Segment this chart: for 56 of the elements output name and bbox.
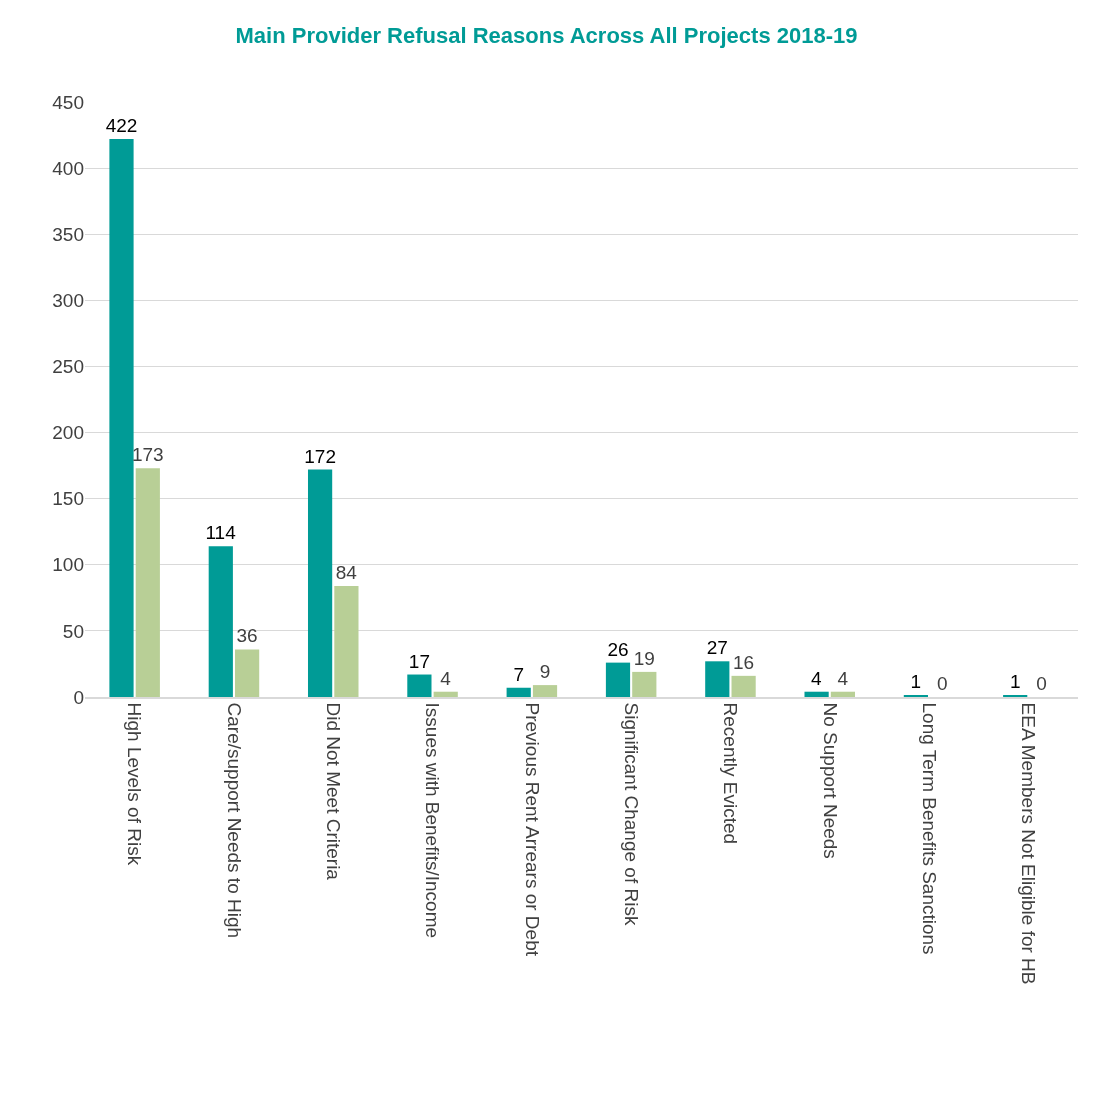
- x-tick-label: Long Term Benefits Sanctions: [918, 702, 940, 955]
- x-tick-label: Issues with Benefits/Income: [422, 702, 444, 939]
- data-label: 27: [706, 637, 728, 659]
- data-label: 36: [236, 625, 258, 647]
- bar: [135, 468, 160, 697]
- data-label: 4: [811, 667, 823, 689]
- y-tick-label: 50: [62, 620, 84, 642]
- bar: [208, 546, 233, 697]
- data-label: 19: [633, 647, 655, 669]
- x-tick-label: EEA Members Not Eligible for HB: [1018, 702, 1040, 985]
- bar: [407, 674, 432, 697]
- bar: [532, 685, 558, 697]
- y-tick-label: 100: [52, 554, 84, 576]
- x-tick-label: Recently Evicted: [720, 702, 742, 845]
- bar: [433, 691, 458, 697]
- bar: [235, 649, 260, 697]
- bar: [731, 675, 756, 697]
- data-label: 172: [304, 445, 336, 467]
- bar: [804, 691, 829, 697]
- data-label: 9: [539, 661, 551, 683]
- bar: [506, 687, 531, 697]
- bar: [632, 671, 657, 697]
- data-label: 26: [607, 638, 629, 660]
- bar: [307, 469, 333, 697]
- data-label: 0: [1036, 673, 1047, 694]
- y-tick-label: 0: [73, 686, 84, 708]
- data-label: 4: [837, 667, 849, 689]
- y-tick-label: 150: [52, 488, 84, 510]
- bar: [830, 691, 856, 697]
- data-label: 16: [733, 651, 755, 673]
- x-tick-label: Care/support Needs to High: [223, 702, 245, 939]
- bar: [605, 662, 631, 697]
- y-tick-label: 200: [52, 422, 84, 444]
- x-tick-label: No Support Needs: [819, 702, 841, 859]
- x-tick-label: High Levels of Risk: [124, 702, 146, 866]
- y-tick-label: 300: [52, 289, 84, 311]
- bar: [109, 139, 134, 697]
- x-tick-label: Significant Change of Risk: [620, 702, 642, 926]
- data-label: 7: [513, 663, 524, 685]
- data-label: 0: [936, 673, 948, 694]
- x-tick-label: Previous Rent Arrears or Debt: [521, 702, 543, 957]
- y-tick-label: 250: [52, 356, 84, 378]
- bar: [334, 585, 359, 697]
- data-label: 422: [105, 115, 138, 137]
- data-label: 84: [335, 561, 358, 583]
- data-label: 1: [910, 671, 922, 692]
- y-tick-label: 350: [52, 223, 84, 245]
- data-label: 114: [205, 522, 237, 544]
- chart-title: Main Provider Refusal Reasons Across All Projects 2018-19: [235, 22, 858, 48]
- data-label: 1: [1009, 671, 1021, 692]
- y-tick-label: 400: [52, 157, 84, 179]
- bar: [705, 661, 730, 697]
- data-label: 4: [440, 667, 452, 689]
- x-tick-label: Did Not Meet Criteria: [323, 702, 345, 881]
- y-tick-label: 450: [52, 91, 84, 113]
- data-label: 17: [408, 650, 430, 672]
